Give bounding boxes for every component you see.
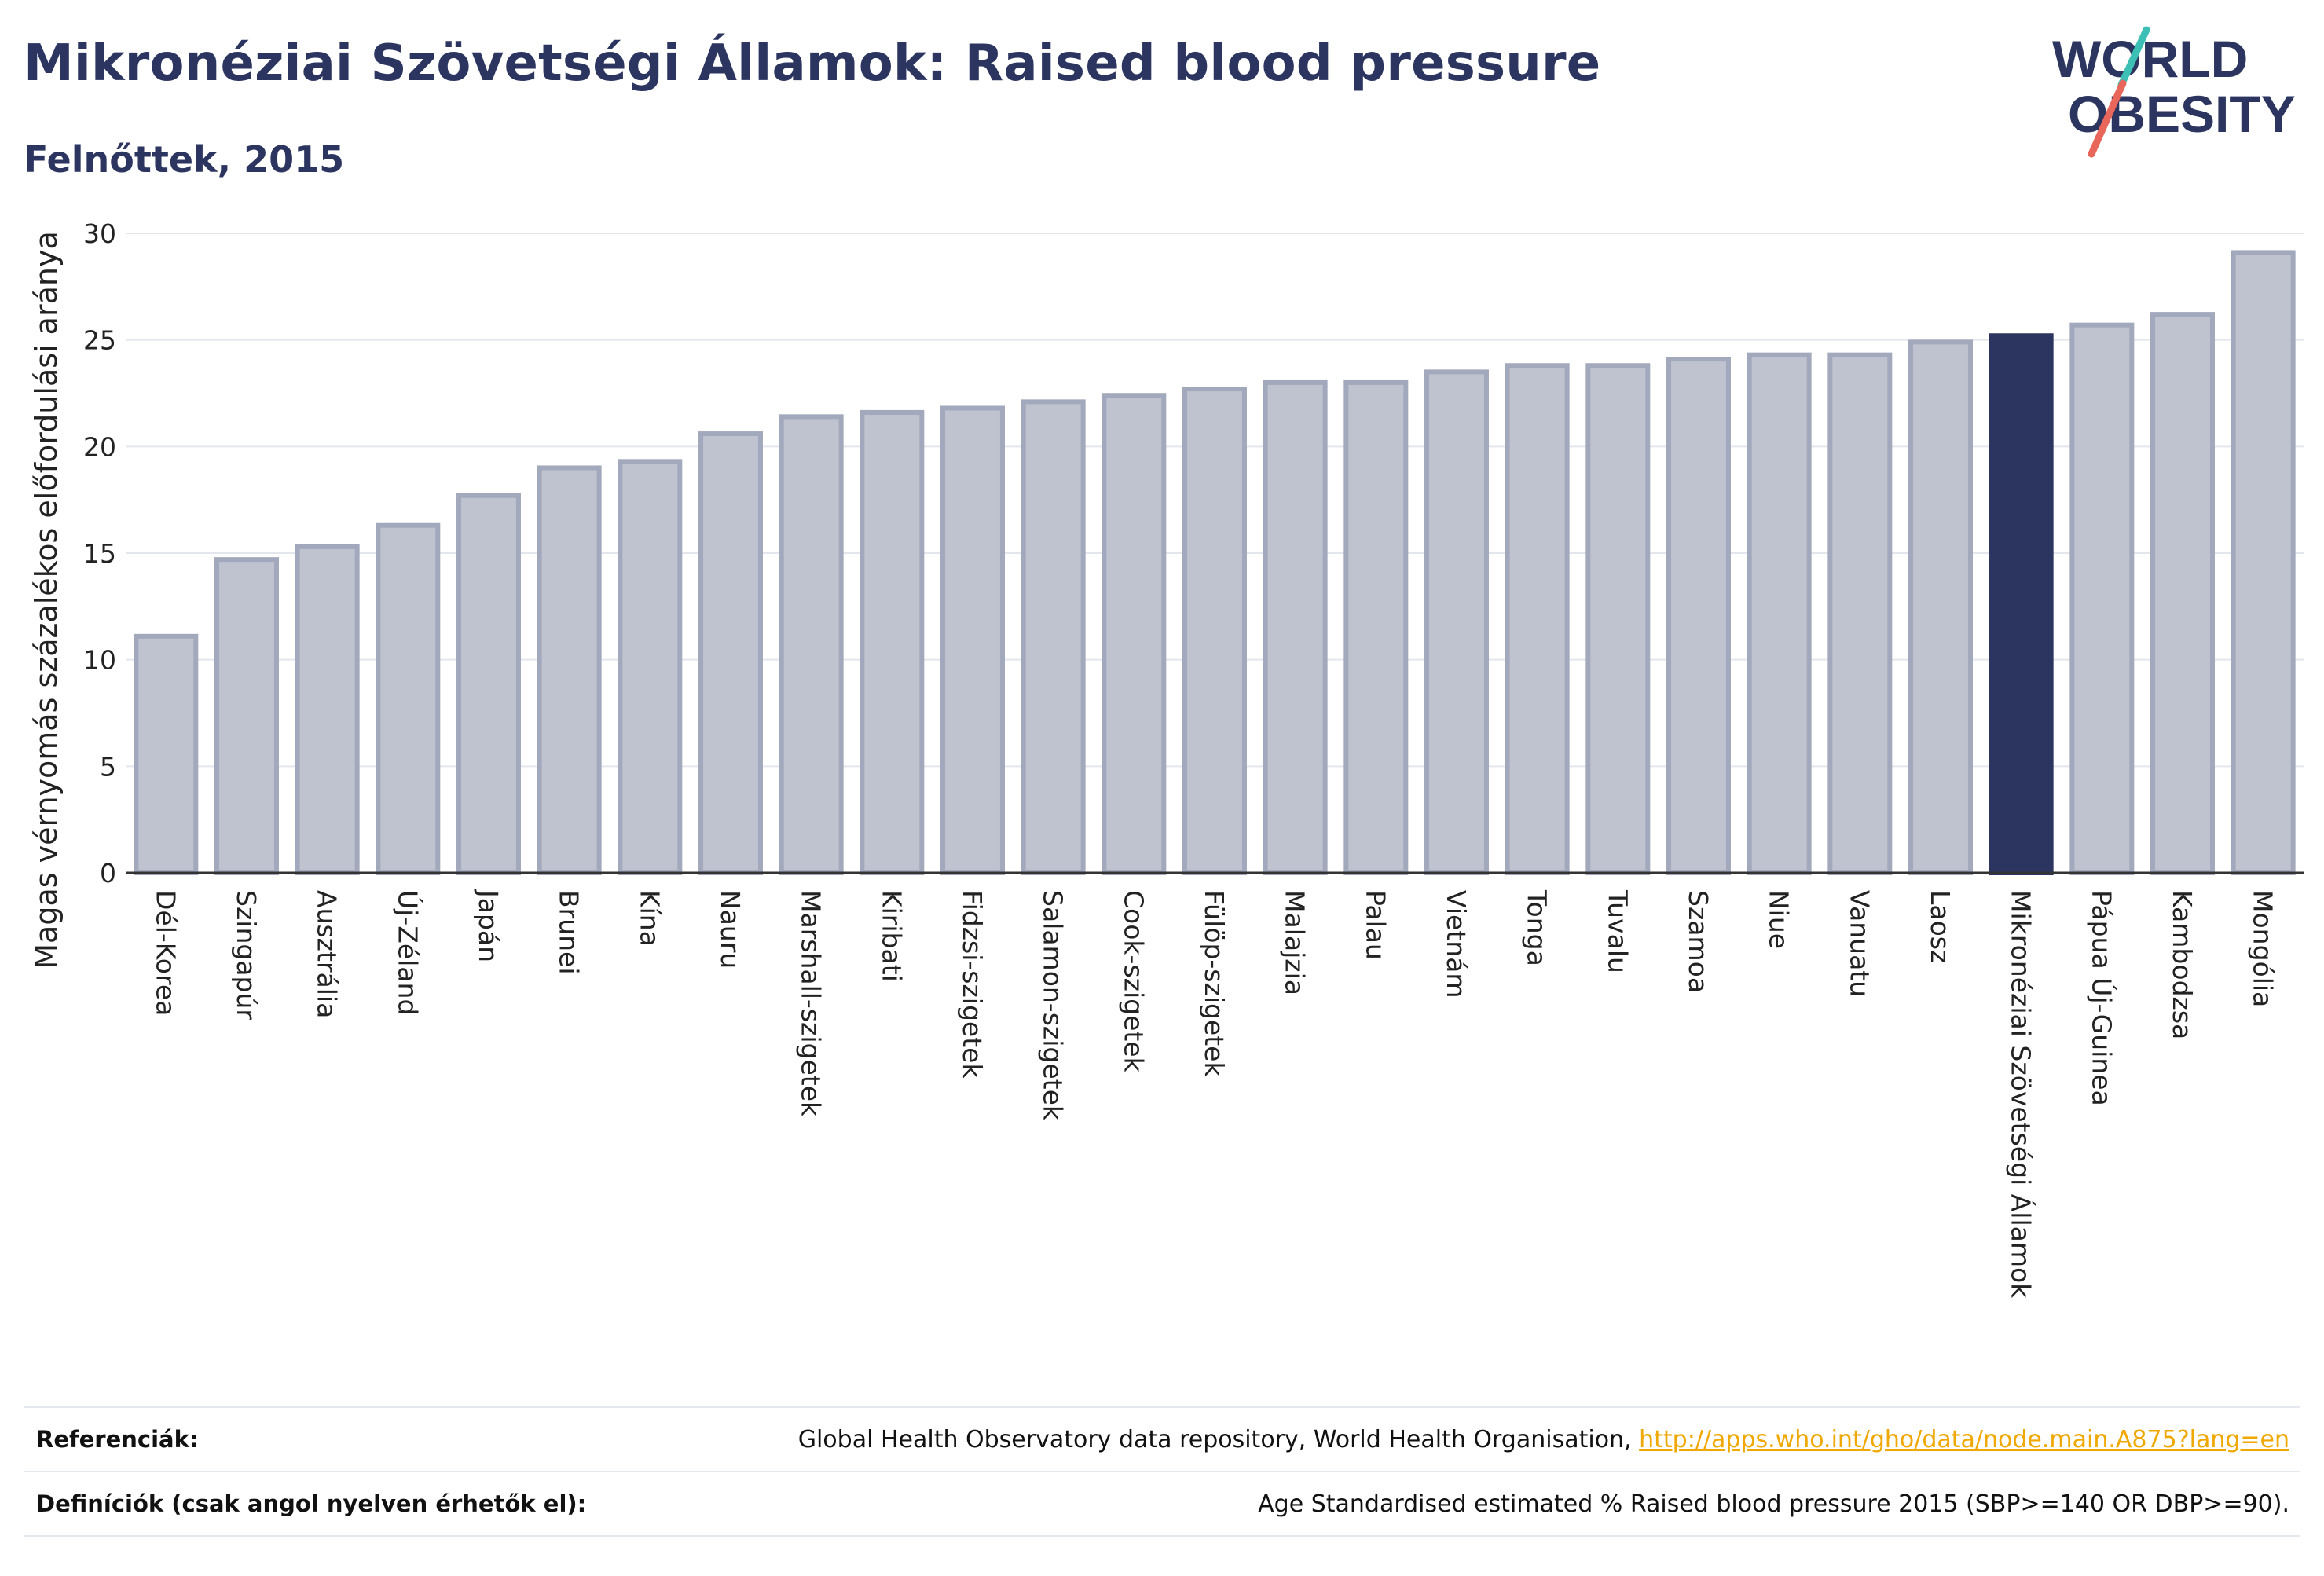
bar[interactable] [376,522,441,876]
references-row: Referenciák: Global Health Observatory d… [24,1406,2300,1471]
bar[interactable] [698,431,763,875]
bar[interactable] [1585,363,1651,875]
x-tick-label: Vanuatu [1844,890,1875,997]
references-text: Global Health Observatory data repositor… [797,1425,1640,1453]
bar[interactable] [1827,352,1893,876]
y-tick-label: 5 [100,751,116,782]
bar[interactable] [1908,339,1973,875]
x-tick-label: Malajzia [1280,890,1310,995]
references-label: Referenciák: [36,1426,199,1453]
bar-highlight[interactable] [1989,333,2054,875]
bar[interactable] [214,557,279,875]
bar[interactable] [456,493,521,875]
x-tick-label: Japán [473,889,504,962]
x-tick-label: Szingapúr [231,890,262,1020]
bar[interactable] [537,465,602,875]
x-tick-label: Palau [1360,890,1391,960]
y-tick-label: 25 [83,325,116,356]
logo-slash-teal [2117,26,2150,89]
bar[interactable] [1505,363,1570,875]
bar[interactable] [1182,387,1247,876]
chart-title: Mikronéziai Szövetségi Államok: Raised b… [24,35,1601,93]
y-tick-label: 0 [100,858,116,889]
bar[interactable] [1263,379,1328,875]
x-tick-label: Ausztrália [312,890,343,1018]
references-value: Global Health Observatory data repositor… [798,1426,2300,1453]
x-tick-label: Szamoa [1683,890,1714,993]
x-tick-label: Laosz [1925,890,1956,963]
x-tick-label: Mongólia [2248,890,2278,1007]
x-tick-label: Cook-szigetek [1118,890,1149,1073]
x-tick-label: Új-Zéland [392,890,423,1015]
bar[interactable] [2150,312,2215,875]
chart-subtitle: Felnőttek, 2015 [24,138,345,181]
y-tick-label: 15 [83,538,116,569]
x-tick-label: Kína [634,890,665,947]
x-axis-labels: Dél-Korea Szingapúr Ausztrália Új-Zéland Jap… [150,889,2278,1299]
logo-slash-red [2088,79,2127,158]
x-tick-label: Mikronéziai Szövetségi Államok [2006,890,2037,1299]
x-tick-label: Fülöp-szigetek [1199,890,1230,1077]
y-tick-label: 20 [83,431,116,462]
x-tick-label: Salamon-szigetek [1038,890,1069,1121]
x-tick-label: Kiribati [876,890,907,982]
logo-line1: WORLD [2052,30,2248,88]
x-tick-label: Tuvalu [1602,889,1633,973]
bar[interactable] [618,459,683,875]
references-link[interactable]: http://apps.who.int/gho/data/node.main.A… [1639,1425,2289,1453]
bar[interactable] [2231,250,2296,876]
bar[interactable] [1102,393,1167,876]
footer: Referenciák: Global Health Observatory d… [24,1406,2300,1540]
definitions-text: Age Standardised estimated % Raised bloo… [1258,1490,2289,1518]
x-tick-label: Pápua Új-Guinea [2086,890,2117,1106]
definitions-row: Definíciók (csak angol nyelven érhetők e… [24,1471,2300,1537]
bar[interactable] [134,633,199,875]
y-tick-label: 30 [83,218,116,249]
x-tick-label: Fidzsi-szigetek [957,890,988,1079]
world-obesity-logo[interactable]: WORLD OBESITY [2051,22,2310,163]
bar[interactable] [295,544,360,875]
x-tick-label: Tonga [1522,889,1552,966]
bar[interactable] [1424,369,1489,876]
bar[interactable] [1666,357,1731,875]
bar[interactable] [1747,352,1812,876]
x-tick-label: Dél-Korea [150,890,181,1016]
bar-chart: 0 5 10 15 20 25 30 Dél-Korea Szingapúr Ausztráli… [29,218,2304,1299]
x-tick-label: Vietnám [1441,890,1472,999]
y-axis-label: Magas vérnyomás százalékos előfordulási … [29,231,64,969]
y-tick-label: 10 [83,645,116,676]
x-tick-label: Kambodzsa [2167,890,2198,1039]
x-tick-label: Brunei [554,890,585,975]
bar[interactable] [1021,399,1086,875]
y-axis-ticks: 0 5 10 15 20 25 30 [83,218,116,889]
bar[interactable] [1343,379,1409,875]
bar[interactable] [860,409,925,875]
bar[interactable] [940,405,1005,875]
bar[interactable] [2069,322,2135,875]
x-tick-label: Marshall-szigetek [796,890,827,1117]
bar[interactable] [779,414,844,875]
definitions-label: Definíciók (csak angol nyelven érhetők e… [36,1490,587,1517]
bars [134,250,2296,876]
x-tick-label: Nauru [715,890,746,969]
x-tick-label: Niue [1764,890,1794,949]
